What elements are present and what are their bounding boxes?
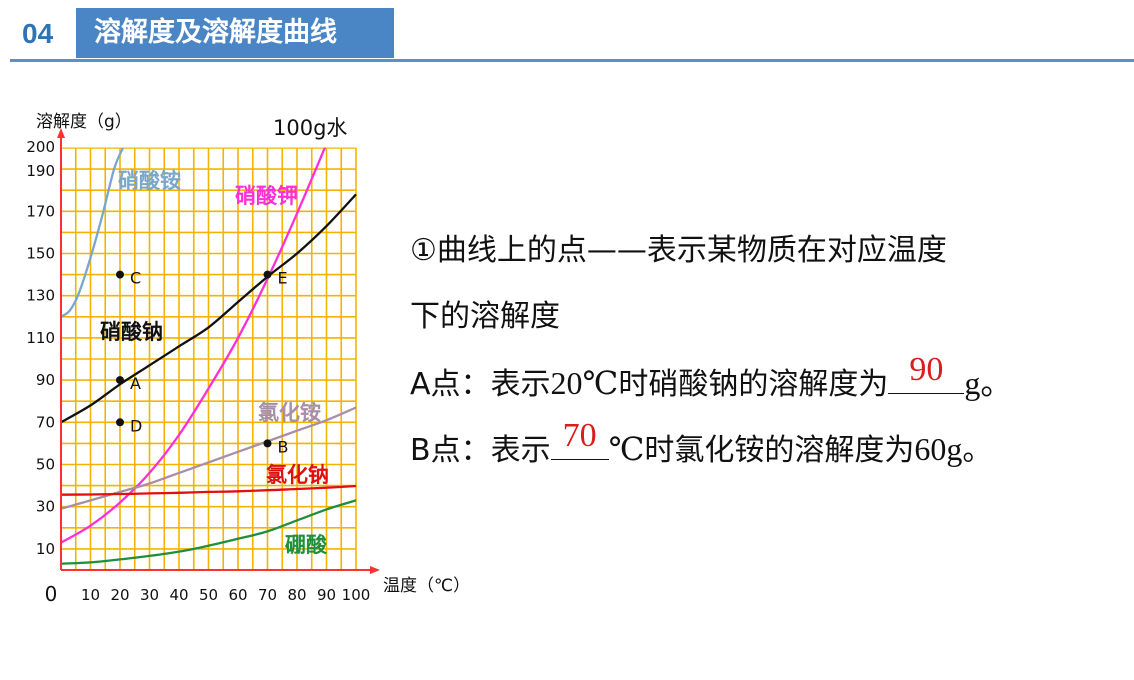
header-underline [10,59,1134,62]
y-tick-label: 90 [36,371,55,389]
y-axis-arrow [57,128,65,138]
x-tick-label: 50 [199,586,218,604]
x-tick-label: 40 [169,586,188,604]
point-B [263,439,272,448]
curve-硝酸钠 [60,193,357,424]
point-a-answer-blank: 90 [888,353,965,394]
point-b-unit: ℃ [608,431,645,467]
y-axis-title: 溶解度（g） [36,112,132,132]
x-tick-label: 70 [258,586,277,604]
y-tick-label: 30 [36,498,55,516]
series-label-硝酸钠: 硝酸钠 [100,320,163,344]
solubility-chart: 10 30 50 70 90 110 130 150 170 190 200 10 20 30 40 50 60… [0,100,500,606]
series-label-硝酸钾: 硝酸钾 [235,184,298,208]
curves [0,100,500,565]
chart-title: 100g水 [273,116,347,140]
series-label-氯化铵: 氯化铵 [258,401,321,425]
point-label-D: D [130,416,142,435]
point-label-B: B [278,437,289,456]
y-tick-label: 50 [36,456,55,474]
point-b-prefix: B点：表示 [410,433,551,468]
x-tick-label: 100 [342,586,371,604]
y-tick-label: 150 [26,245,55,263]
explanation-line-1: ①曲线上的点——表示某物质在对应温度 [410,233,947,268]
y-tick-label: 70 [36,413,55,431]
section-number: 04 [22,18,54,49]
point-a-prefix: A点：表示 [410,367,551,402]
marked-points: A B C D E [116,269,289,456]
x-tick-label: 20 [110,586,129,604]
curve-氯化钠 [60,484,357,496]
x-tick-label: 60 [228,586,247,604]
curve-硝酸钾 [60,143,328,544]
point-a-statement: A点：表示20℃时硝酸钠的溶解度为 90 g。 [410,350,1125,416]
y-tick-label: 110 [26,329,55,347]
y-tick-label: 130 [26,287,55,305]
axes [57,128,380,574]
x-axis-arrow [370,566,380,574]
x-axis-title: 温度（℃） [383,576,470,596]
series-label-氯化钠: 氯化钠 [266,463,329,487]
point-label-A: A [130,374,141,393]
point-b-suffix: 。 [962,433,993,468]
point-b-statement: B点：表示 70 ℃时氯化铵的溶解度为60g。 [410,416,1125,482]
x-tick-label: 30 [140,586,159,604]
curve-硝酸铵 [60,147,124,318]
point-b-middle: 时氯化铵的溶解度为 [644,433,915,468]
point-E [263,270,272,279]
series-label-硼酸: 硼酸 [285,533,328,557]
x-tick-label: 80 [287,586,306,604]
y-tick-label: 190 [26,162,55,180]
point-a-suffix: g。 [964,365,1013,401]
point-A [116,376,124,385]
y-tick-label: 170 [26,202,55,220]
curve-硼酸 [60,499,357,565]
point-label-C: C [130,269,141,288]
grid [61,147,357,570]
point-label-E: E [278,269,288,288]
point-b-answer: 70 [562,417,597,454]
point-b-value: 60g [914,431,963,467]
explanation-panel: ①曲线上的点——表示某物质在对应温度 下的溶解度 A点：表示20℃时硝酸钠的溶解… [410,218,1125,482]
y-tick-label: 10 [36,540,55,558]
origin-label: 0 [45,582,58,606]
labels: 10 30 50 70 90 110 130 150 170 190 200 10 20 30 40 50 60… [26,112,470,606]
point-D [116,418,124,427]
section-title: 溶解度及溶解度曲线 [76,8,394,58]
point-b-answer-blank: 70 [550,419,609,460]
point-a-answer: 90 [909,351,944,388]
x-tick-label: 10 [81,586,100,604]
series-label-硝酸铵: 硝酸铵 [118,169,181,193]
point-a-middle: 时硝酸钠的溶解度为 [618,367,889,402]
plot-top-mask [0,100,500,148]
point-a-temperature: 20℃ [550,365,619,401]
x-tick-label: 90 [317,586,336,604]
y-tick-label: 200 [26,138,55,156]
point-C [116,270,124,279]
explanation-line-2: 下的溶解度 [410,299,560,334]
